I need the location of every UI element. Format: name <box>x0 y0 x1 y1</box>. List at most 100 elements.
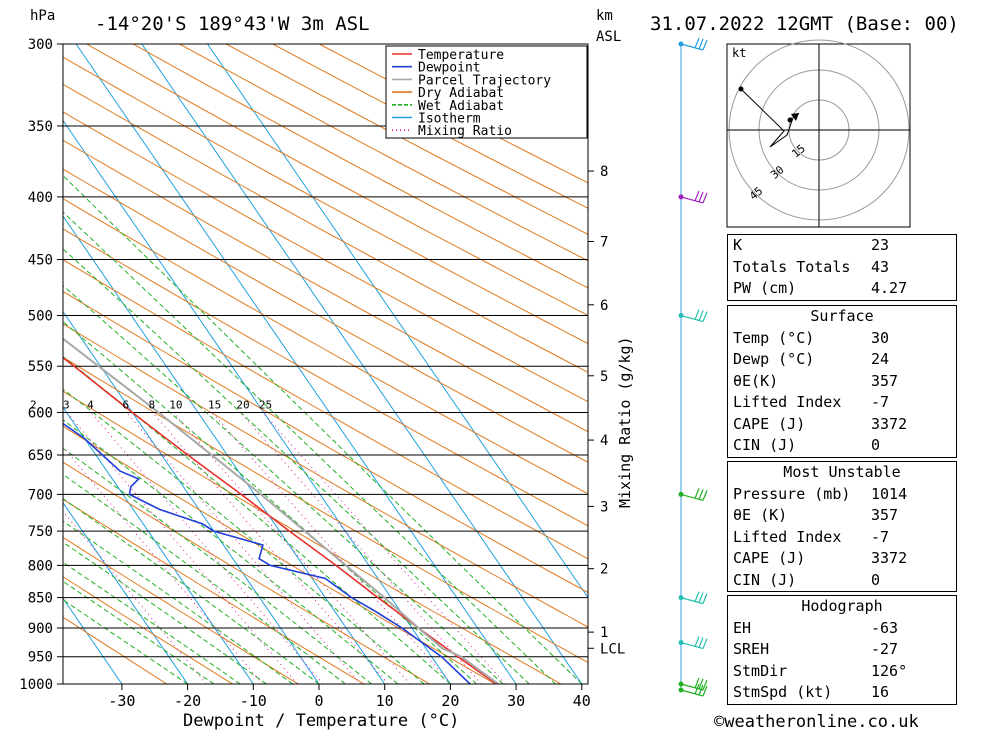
legend-item: Temperature <box>418 48 504 63</box>
dry-adiabat-line <box>63 536 300 684</box>
mixing-ratio-label: 4 <box>87 398 94 411</box>
isotherm-line <box>141 44 583 684</box>
surface-lifted: Lifted Index -7 <box>733 393 890 411</box>
hodo-eh: EH -63 <box>733 618 899 637</box>
surface-cin: CIN (J) 0 <box>733 436 881 454</box>
wet-adiabat-line <box>63 388 425 684</box>
temperature-line <box>63 356 498 684</box>
hodograph-arrow <box>791 113 799 121</box>
isotherm-line <box>0 26 8 710</box>
dry-adiabat-line <box>63 198 588 495</box>
dry-adiabat-line <box>63 56 588 345</box>
km-label: 2 <box>600 562 608 578</box>
pressure-label: 700 <box>28 487 53 503</box>
wind-barb <box>680 190 708 204</box>
hodograph-point <box>787 117 793 123</box>
isotherm-line <box>75 44 517 684</box>
lcl-label: LCL <box>600 641 625 657</box>
chart-axes: 1234681015202530035040045050055060065070… <box>19 37 625 710</box>
index-pw: PW (cm) 4.27 <box>733 279 908 297</box>
plot-frame <box>62 43 589 685</box>
mixing-ratio-line <box>262 412 506 684</box>
isotherm-line <box>63 501 189 684</box>
hodo-stmdir: StmDir 126° <box>733 661 908 680</box>
wet-adiabat-line <box>63 541 267 684</box>
km-label: 1 <box>600 625 608 641</box>
mixing-ratio-label: 15 <box>208 398 221 411</box>
surface-dewp: Dewp (°C) 24 <box>733 350 890 368</box>
legend-item: Mixing Ratio <box>418 124 512 139</box>
dry-adiabat-line <box>178 44 588 262</box>
mixing-ratio-label: 2 <box>30 398 37 411</box>
chart-series <box>63 337 501 684</box>
legend-item: Dewpoint <box>418 61 481 76</box>
x-tick-label: 10 <box>376 692 394 710</box>
mixing-ratio-line <box>90 412 324 684</box>
km-label: 3 <box>600 499 608 515</box>
dry-adiabat-line <box>63 290 588 594</box>
dry-adiabat-line <box>63 168 588 463</box>
dry-adiabat-line <box>63 390 563 684</box>
x-tick-label: 40 <box>573 692 591 710</box>
wet-adiabat-line <box>63 285 504 684</box>
wind-barb <box>680 677 708 691</box>
chart-grid <box>0 26 588 710</box>
mixing-ratio-axis-label: Mixing Ratio (g/kg) <box>616 336 634 508</box>
pressure-label: 900 <box>28 621 53 637</box>
mixing-ratio-line <box>63 446 263 684</box>
pressure-label: 950 <box>28 650 53 666</box>
pressure-label: 800 <box>28 558 53 574</box>
mu-thetae: θE (K) 357 <box>733 506 899 524</box>
index-k: K 23 <box>733 236 890 254</box>
km-label: 8 <box>600 164 608 180</box>
mu-lifted: Lifted Index -7 <box>733 527 890 546</box>
wind-barb <box>680 309 708 323</box>
x-tick-label: -30 <box>108 692 135 710</box>
dry-adiabat-line <box>63 461 431 684</box>
wet-adiabat-line <box>63 248 530 684</box>
hodograph-point <box>738 86 744 92</box>
copyright: ©weatheronline.co.uk <box>714 712 919 732</box>
surface-panel: Surface Temp (°C) 30 Dewp (°C) 24 θE(K) 357… <box>727 305 957 458</box>
x-tick-label: 0 <box>314 692 323 710</box>
mixing-ratio-label: 8 <box>149 398 156 411</box>
most-unstable-panel: Most Unstable Pressure (mb) 1014 θE (K) 35… <box>727 461 957 592</box>
datetime: 31.07.2022 12GMT (Base: 00) <box>650 13 959 35</box>
mu-pressure: Pressure (mb) 1014 <box>733 484 908 503</box>
dry-adiabat-line <box>63 576 234 684</box>
wind-barb <box>680 636 708 650</box>
wet-adiabat-line <box>63 520 293 684</box>
hodo-params-title: Hodograph <box>801 597 883 615</box>
dry-adiabat-line <box>132 44 588 289</box>
unit-km: km <box>596 8 613 24</box>
mixing-ratio-label: 3 <box>63 398 70 411</box>
unit-hpa: hPa <box>30 8 55 24</box>
wind-barb <box>680 488 708 501</box>
km-label: 4 <box>600 433 608 449</box>
mixing-ratio-label: 6 <box>123 398 130 411</box>
hodograph-params-panel: Hodograph EH -63 SREH -27 StmDir 126° StmSp… <box>727 595 957 705</box>
pressure-label: 650 <box>28 448 53 464</box>
pressure-label: 550 <box>28 359 53 375</box>
surface-cape: CAPE (J) 3372 <box>733 414 908 433</box>
pressure-label: 600 <box>28 405 53 421</box>
surface-temp: Temp (°C) 30 <box>733 328 890 347</box>
wet-adiabat-line <box>63 174 583 684</box>
indices-panel: K 23 Totals Totals 43 PW (cm) 4.27 <box>727 234 957 301</box>
x-axis-label: Dewpoint / Temperature (°C) <box>183 711 459 731</box>
wind-profile <box>678 37 708 697</box>
dry-adiabat-line <box>63 111 588 403</box>
pressure-label: 400 <box>28 190 53 206</box>
km-label: 7 <box>600 235 608 251</box>
km-label: 5 <box>600 369 608 385</box>
legend-item: Isotherm <box>418 112 481 127</box>
dry-adiabat-line <box>225 44 588 235</box>
isotherm-line <box>63 597 123 684</box>
wet-adiabat-line <box>63 447 372 684</box>
pressure-label: 450 <box>28 253 53 269</box>
surface-title: Surface <box>810 307 874 325</box>
mixing-ratio-label: 25 <box>259 398 272 411</box>
